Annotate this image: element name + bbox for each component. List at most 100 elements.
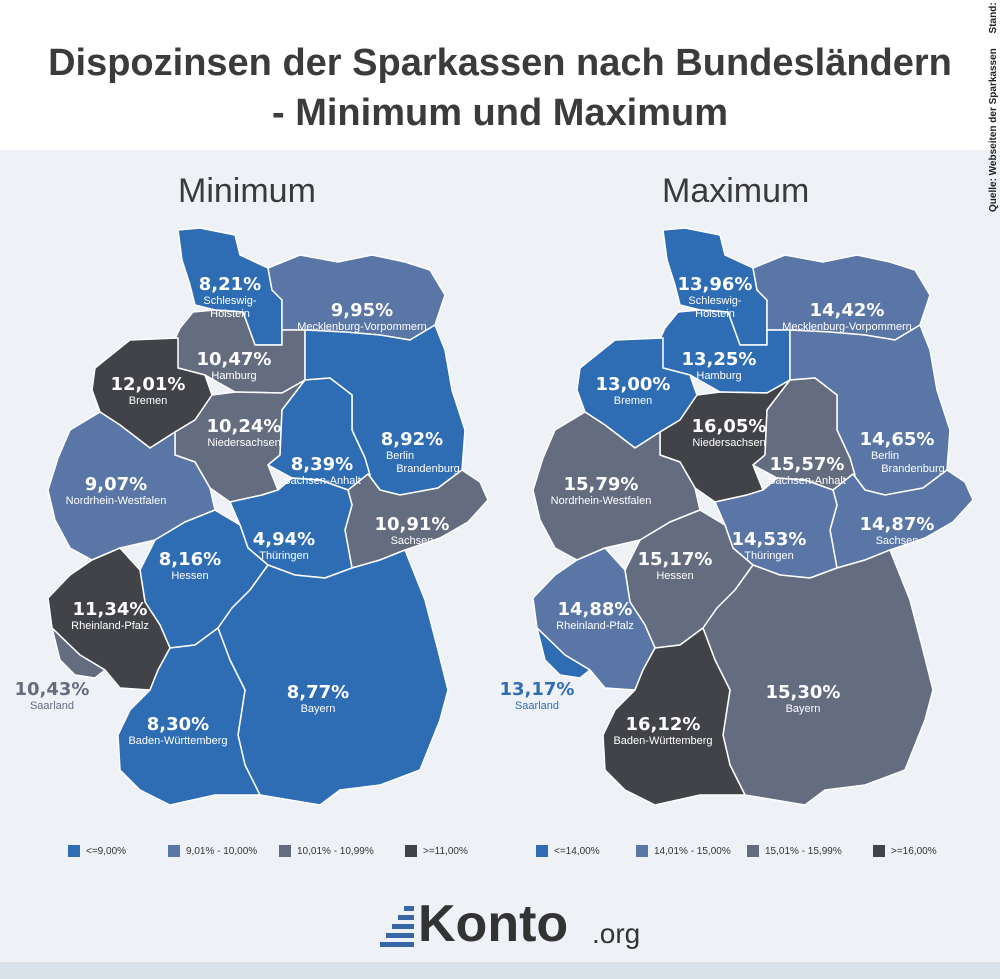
name-saarland: Saarland (30, 700, 74, 712)
name-mecklenburg-vorpommern: Mecklenburg-Vorpommern (297, 321, 427, 333)
value-bremen: 13,00% (596, 374, 671, 395)
label-hessen: 15,17%Hessen (638, 549, 713, 582)
value-nordrhein-westfalen: 9,07% (85, 474, 147, 495)
title-band: Dispozinsen der Sparkassen nach Bundeslä… (0, 0, 1000, 150)
value-hamburg: 13,25% (682, 349, 757, 370)
label-mecklenburg-vorpommern: 14,42%Mecklenburg-Vorpommern (782, 300, 912, 333)
name-bremen: Bremen (129, 395, 168, 407)
label-niedersachsen: 16,05%Niedersachsen (692, 416, 767, 449)
label-rheinland-pfalz: 14,88%Rheinland-Pfalz (556, 599, 634, 632)
label-th-ringen: 4,94%Thüringen (253, 529, 315, 562)
legend-label: 10,01% - 10,99% (297, 846, 374, 857)
name-berlin: Berlin (386, 450, 414, 462)
minimum-heading: Minimum (178, 172, 316, 210)
region-sachsen-anhalt (752, 377, 856, 491)
name-schleswig-holstein-1: Holstein (695, 308, 735, 320)
value-bremen: 12,01% (111, 374, 186, 395)
label-saarland: 13,17%Saarland (500, 679, 575, 712)
region-sachsen-anhalt (267, 377, 371, 491)
value-th-ringen: 14,53% (732, 529, 807, 550)
value-niedersachsen: 16,05% (692, 416, 767, 437)
legend-label: <=9,00% (86, 846, 127, 857)
name-sachsen: Sachsen (391, 535, 434, 547)
value-niedersachsen: 10,24% (207, 416, 282, 437)
legend-swatch (168, 845, 180, 857)
value-sachsen-anhalt: 15,57% (770, 454, 845, 475)
source-note: Quelle: Webseiten der Sparkassen Stand: … (988, 0, 999, 212)
name-nordrhein-westfalen: Nordrhein-Westfalen (551, 495, 652, 507)
label-rheinland-pfalz: 11,34%Rheinland-Pfalz (71, 599, 149, 632)
name-niedersachsen: Niedersachsen (692, 437, 765, 449)
value-mecklenburg-vorpommern: 14,42% (810, 300, 885, 321)
legend-swatch (747, 845, 759, 857)
konto-logo: Konto .org (380, 895, 680, 958)
region-baden-w-rttemberg (117, 627, 261, 806)
label-th-ringen: 14,53%Thüringen (732, 529, 807, 562)
logo-wordmark: Konto (418, 895, 569, 953)
value-baden-w-rttemberg: 16,12% (626, 714, 701, 735)
legend-swatch (536, 845, 548, 857)
label-hamburg: 10,47%Hamburg (197, 349, 272, 382)
name-baden-w-rttemberg: Baden-Württemberg (128, 735, 227, 747)
legend-swatch (873, 845, 885, 857)
value-mecklenburg-vorpommern: 9,95% (331, 300, 393, 321)
value-baden-w-rttemberg: 8,30% (147, 714, 209, 735)
name-sachsen-anhalt: Sachsen-Anhalt (768, 475, 846, 487)
logo-suffix: .org (592, 918, 641, 949)
name-rheinland-pfalz: Rheinland-Pfalz (556, 620, 634, 632)
label-mecklenburg-vorpommern: 9,95%Mecklenburg-Vorpommern (297, 300, 427, 333)
region-saarland (536, 627, 591, 679)
name-schleswig-holstein-1: Holstein (210, 308, 250, 320)
name-berlin-1: Brandenburg (396, 463, 460, 475)
value-berlin: 14,65% (860, 429, 935, 450)
name-berlin: Berlin (871, 450, 899, 462)
name-baden-w-rttemberg: Baden-Württemberg (613, 735, 712, 747)
region-saarland (51, 627, 106, 679)
value-schleswig-holstein: 8,21% (199, 274, 261, 295)
source-date: Stand: 06/2024 (988, 0, 999, 33)
value-hamburg: 10,47% (197, 349, 272, 370)
label-bayern: 8,77%Bayern (287, 682, 349, 715)
label-bayern: 15,30%Bayern (766, 682, 841, 715)
label-bremen: 13,00%Bremen (596, 374, 671, 407)
value-sachsen: 14,87% (860, 514, 935, 535)
label-sachsen: 10,91%Sachsen (375, 514, 450, 547)
name-hamburg: Hamburg (211, 370, 256, 382)
region-bayern (217, 549, 449, 806)
name-bayern: Bayern (301, 703, 336, 715)
name-bayern: Bayern (786, 703, 821, 715)
value-sachsen-anhalt: 8,39% (291, 454, 353, 475)
label-niedersachsen: 10,24%Niedersachsen (207, 416, 282, 449)
name-rheinland-pfalz: Rheinland-Pfalz (71, 620, 149, 632)
label-schleswig-holstein: 13,96%Schleswig-Holstein (678, 274, 753, 320)
name-schleswig-holstein: Schleswig- (203, 295, 257, 307)
value-rheinland-pfalz: 14,88% (558, 599, 633, 620)
value-saarland: 10,43% (15, 679, 90, 700)
value-th-ringen: 4,94% (253, 529, 315, 550)
name-th-ringen: Thüringen (744, 550, 794, 562)
name-nordrhein-westfalen: Nordrhein-Westfalen (66, 495, 167, 507)
label-baden-w-rttemberg: 8,30%Baden-Württemberg (128, 714, 227, 747)
maximum-heading: Maximum (662, 172, 810, 210)
legend-swatch (405, 845, 417, 857)
name-niedersachsen: Niedersachsen (207, 437, 280, 449)
name-bremen: Bremen (614, 395, 653, 407)
title-line-2: - Minimum und Maximum (272, 92, 728, 134)
label-nordrhein-westfalen: 9,07%Nordrhein-Westfalen (66, 474, 167, 507)
legend-swatch (636, 845, 648, 857)
label-baden-w-rttemberg: 16,12%Baden-Württemberg (613, 714, 712, 747)
name-sachsen: Sachsen (876, 535, 919, 547)
label-saarland: 10,43%Saarland (15, 679, 90, 712)
value-schleswig-holstein: 13,96% (678, 274, 753, 295)
region-baden-w-rttemberg (602, 627, 746, 806)
footer-band (0, 962, 1000, 979)
legend-label: <=14,00% (554, 846, 600, 857)
name-hessen: Hessen (656, 570, 693, 582)
name-sachsen-anhalt: Sachsen-Anhalt (283, 475, 361, 487)
label-hamburg: 13,25%Hamburg (682, 349, 757, 382)
legend-swatch (279, 845, 291, 857)
maximum-map: 13,96%Schleswig-Holstein 14,42%Mecklenbur… (500, 227, 974, 806)
label-schleswig-holstein: 8,21%Schleswig-Holstein (199, 274, 261, 320)
value-sachsen: 10,91% (375, 514, 450, 535)
